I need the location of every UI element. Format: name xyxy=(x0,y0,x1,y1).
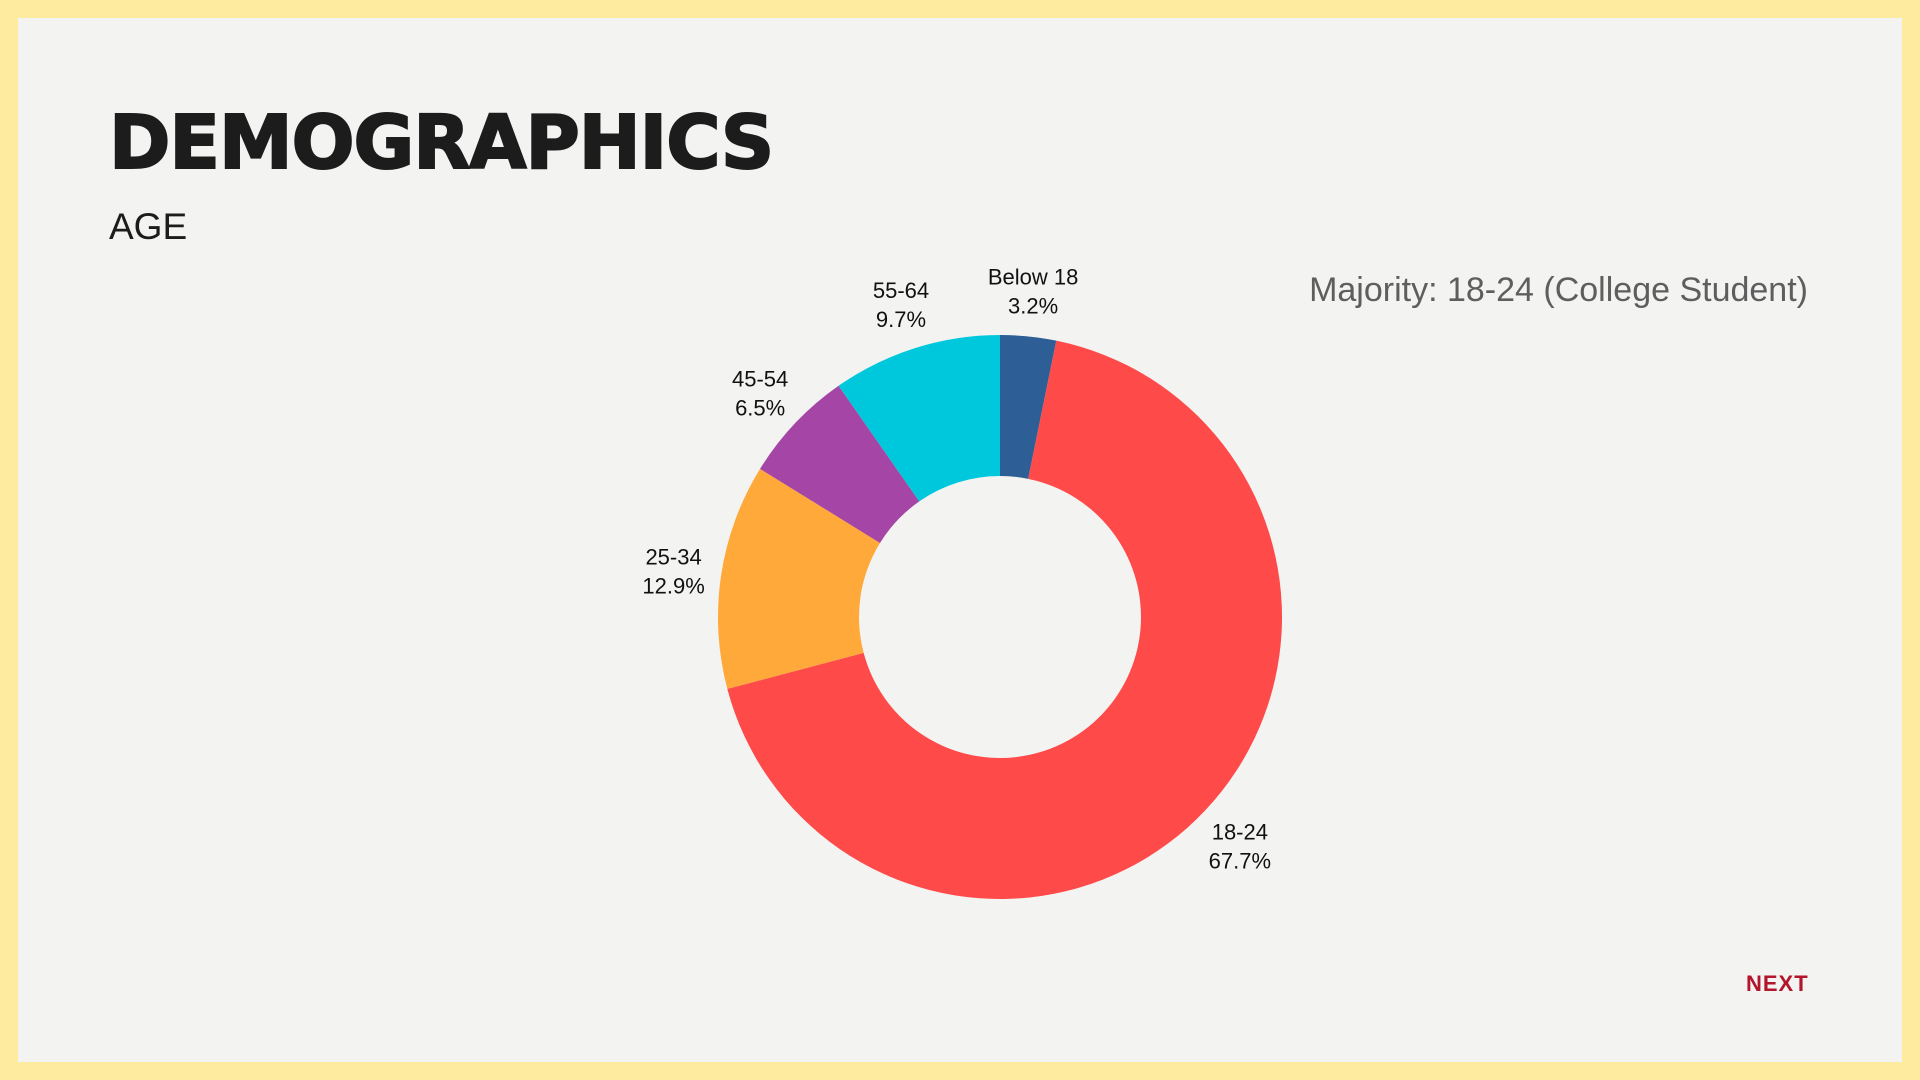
slice-labels: Below 18 3.2% 18-24 67.7% 25-34 12.9% 45-54 6.5… xyxy=(642,265,1271,874)
slice-below-18 xyxy=(1000,335,1057,479)
slice-18-24 xyxy=(727,340,1283,899)
slice-category-label: 55-64 xyxy=(873,278,929,303)
majority-note: Majority: 18-24 (College Student) xyxy=(1309,271,1808,309)
slice-label-25-34: 25-34 12.9% xyxy=(642,544,704,598)
slice-label-18-24: 18-24 67.7% xyxy=(1209,820,1271,874)
slice-label-45-54: 45-54 6.5% xyxy=(732,366,788,420)
page-subtitle: AGE xyxy=(109,206,188,247)
slice-25-34 xyxy=(718,468,881,689)
slice-category-label: 25-34 xyxy=(645,544,701,569)
slice-category-label: 45-54 xyxy=(732,366,788,391)
slice-45-54 xyxy=(760,385,920,543)
slice-value-label: 9.7% xyxy=(876,307,926,332)
slice-label-55-64: 55-64 9.7% xyxy=(873,278,929,332)
slice-value-label: 3.2% xyxy=(1008,294,1058,319)
slice-value-label: 67.7% xyxy=(1209,849,1271,874)
slice-category-label: 18-24 xyxy=(1212,820,1268,845)
page-title: DEMOGRAPHICS xyxy=(108,100,775,186)
slice-value-label: 12.9% xyxy=(642,573,704,598)
slice-value-label: 6.5% xyxy=(735,395,785,420)
slice-label-below-18: Below 18 3.2% xyxy=(988,265,1079,319)
next-button[interactable]: NEXT xyxy=(1746,971,1809,996)
slice-55-64 xyxy=(838,335,1000,502)
slice-category-label: Below 18 xyxy=(988,265,1079,290)
donut-slices xyxy=(718,335,1283,899)
